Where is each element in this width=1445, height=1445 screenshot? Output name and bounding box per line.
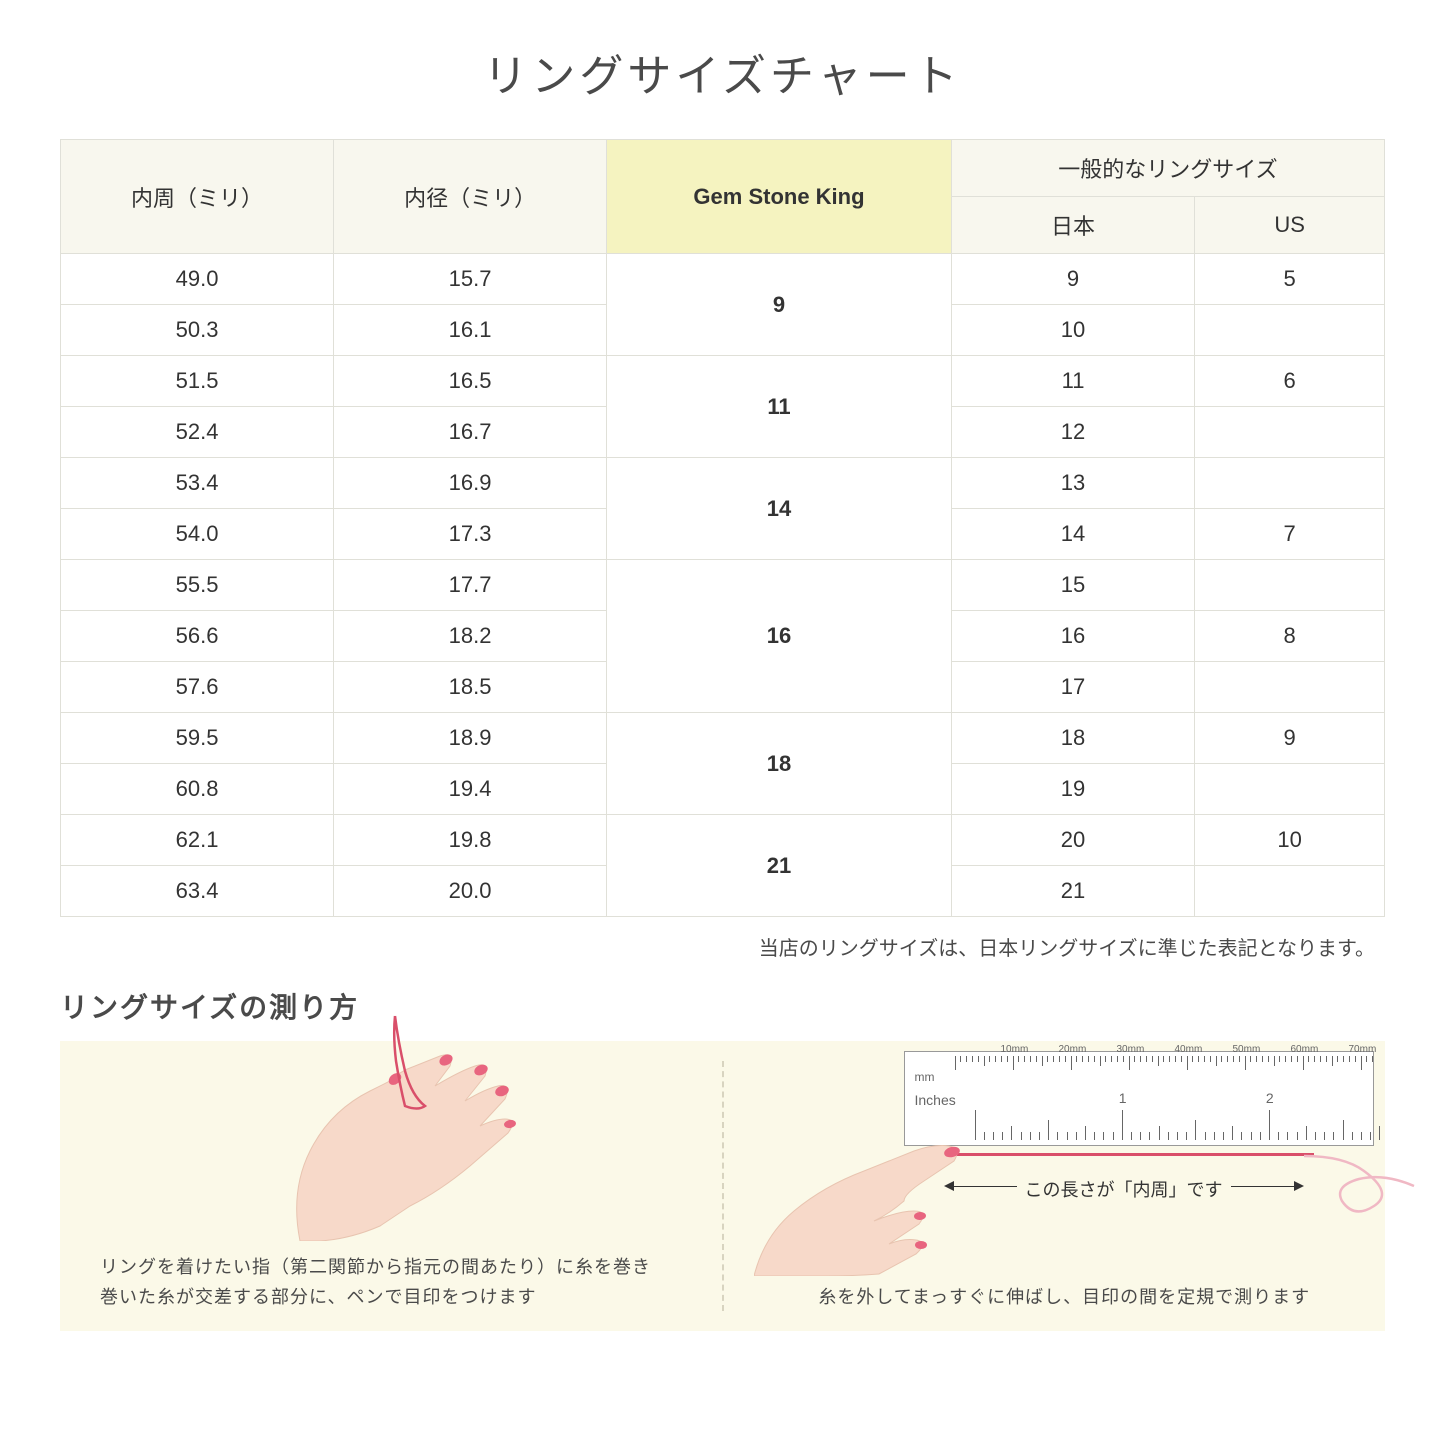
cell-japan: 20 — [951, 815, 1194, 866]
cell-us: 6 — [1195, 356, 1385, 407]
cell-circumference: 63.4 — [61, 866, 334, 917]
cell-circumference: 53.4 — [61, 458, 334, 509]
ruler-in-label: 1 — [1119, 1090, 1127, 1106]
cell-diameter: 18.5 — [334, 662, 607, 713]
ruler-mm-label: 70mm — [1349, 1044, 1377, 1055]
cell-us — [1195, 407, 1385, 458]
ruler-mm-label: 50mm — [1233, 1044, 1261, 1055]
ruler-mm-label: 40mm — [1175, 1044, 1203, 1055]
cell-circumference: 54.0 — [61, 509, 334, 560]
cell-circumference: 52.4 — [61, 407, 334, 458]
ruler-mm-unit: mm — [915, 1070, 935, 1084]
instruction-step-1: リングを着けたい指（第二関節から指元の間あたり）に糸を巻き 巻いた糸が交差する部… — [60, 1041, 722, 1331]
cell-japan: 11 — [951, 356, 1194, 407]
cell-us: 9 — [1195, 713, 1385, 764]
table-row: 62.119.8212010 — [61, 815, 1385, 866]
instructions-panel: リングを着けたい指（第二関節から指元の間あたり）に糸を巻き 巻いた糸が交差する部… — [60, 1041, 1385, 1331]
cell-us: 10 — [1195, 815, 1385, 866]
cell-japan: 17 — [951, 662, 1194, 713]
cell-japan: 15 — [951, 560, 1194, 611]
hand-point-illustration — [754, 1126, 964, 1276]
cell-japan: 10 — [951, 305, 1194, 356]
ruler-in-unit: Inches — [915, 1092, 956, 1108]
table-row: 51.516.511116 — [61, 356, 1385, 407]
cell-circumference: 51.5 — [61, 356, 334, 407]
cell-us: 5 — [1195, 254, 1385, 305]
table-row: 59.518.918189 — [61, 713, 1385, 764]
col-gsk: Gem Stone King — [607, 140, 952, 254]
cell-circumference: 56.6 — [61, 611, 334, 662]
ruler-mm-label: 60mm — [1291, 1044, 1319, 1055]
arrow-label: この長さが「内周」です — [1017, 1176, 1231, 1202]
thread-line — [944, 1153, 1314, 1156]
cell-us: 7 — [1195, 509, 1385, 560]
cell-gsk: 14 — [607, 458, 952, 560]
cell-gsk: 16 — [607, 560, 952, 713]
cell-circumference: 60.8 — [61, 764, 334, 815]
cell-us — [1195, 560, 1385, 611]
cell-diameter: 18.2 — [334, 611, 607, 662]
cell-circumference: 50.3 — [61, 305, 334, 356]
cell-gsk: 21 — [607, 815, 952, 917]
cell-gsk: 9 — [607, 254, 952, 356]
cell-diameter: 20.0 — [334, 866, 607, 917]
cell-diameter: 15.7 — [334, 254, 607, 305]
cell-diameter: 16.1 — [334, 305, 607, 356]
page-title: リングサイズチャート — [60, 40, 1385, 104]
cell-diameter: 17.7 — [334, 560, 607, 611]
measurement-arrow: この長さが「内周」です — [954, 1176, 1294, 1202]
cell-circumference: 59.5 — [61, 713, 334, 764]
col-diameter: 内径（ミリ） — [334, 140, 607, 254]
cell-circumference: 55.5 — [61, 560, 334, 611]
cell-diameter: 19.4 — [334, 764, 607, 815]
cell-japan: 21 — [951, 866, 1194, 917]
cell-diameter: 16.7 — [334, 407, 607, 458]
table-row: 49.015.7995 — [61, 254, 1385, 305]
cell-us — [1195, 866, 1385, 917]
cell-japan: 13 — [951, 458, 1194, 509]
cell-diameter: 17.3 — [334, 509, 607, 560]
cell-circumference: 57.6 — [61, 662, 334, 713]
cell-us — [1195, 764, 1385, 815]
cell-japan: 9 — [951, 254, 1194, 305]
hand-wrap-illustration — [240, 1011, 540, 1241]
cell-circumference: 62.1 — [61, 815, 334, 866]
cell-gsk: 11 — [607, 356, 952, 458]
ruler-mm-label: 20mm — [1059, 1044, 1087, 1055]
cell-us — [1195, 305, 1385, 356]
cell-diameter: 16.9 — [334, 458, 607, 509]
table-row: 55.517.71615 — [61, 560, 1385, 611]
cell-japan: 19 — [951, 764, 1194, 815]
cell-us: 8 — [1195, 611, 1385, 662]
instruction-step-1-text: リングを着けたい指（第二関節から指元の間あたり）に糸を巻き 巻いた糸が交差する部… — [100, 1252, 682, 1313]
cell-us — [1195, 458, 1385, 509]
ruler-mm-label: 10mm — [1001, 1044, 1029, 1055]
ruler-mm-label: 30mm — [1117, 1044, 1145, 1055]
ruler-in-label: 2 — [1266, 1090, 1274, 1106]
cell-japan: 12 — [951, 407, 1194, 458]
cell-gsk: 18 — [607, 713, 952, 815]
table-note: 当店のリングサイズは、日本リングサイズに準じた表記となります。 — [60, 932, 1385, 961]
col-us: US — [1195, 197, 1385, 254]
thread-curl — [1304, 1131, 1424, 1221]
cell-diameter: 19.8 — [334, 815, 607, 866]
table-row: 53.416.91413 — [61, 458, 1385, 509]
cell-diameter: 16.5 — [334, 356, 607, 407]
cell-circumference: 49.0 — [61, 254, 334, 305]
ring-size-table: 内周（ミリ） 内径（ミリ） Gem Stone King 一般的なリングサイズ … — [60, 139, 1385, 917]
cell-japan: 16 — [951, 611, 1194, 662]
cell-diameter: 18.9 — [334, 713, 607, 764]
instruction-step-2: mm 10mm 20mm 30mm 40mm 50mm 60mm 70mm Inches 1… — [724, 1041, 1386, 1331]
cell-japan: 18 — [951, 713, 1194, 764]
instruction-step-2-text: 糸を外してまっすぐに伸ばし、目印の間を定規で測ります — [784, 1282, 1346, 1313]
col-circumference: 内周（ミリ） — [61, 140, 334, 254]
col-japan: 日本 — [951, 197, 1194, 254]
cell-japan: 14 — [951, 509, 1194, 560]
col-general: 一般的なリングサイズ — [951, 140, 1384, 197]
cell-us — [1195, 662, 1385, 713]
